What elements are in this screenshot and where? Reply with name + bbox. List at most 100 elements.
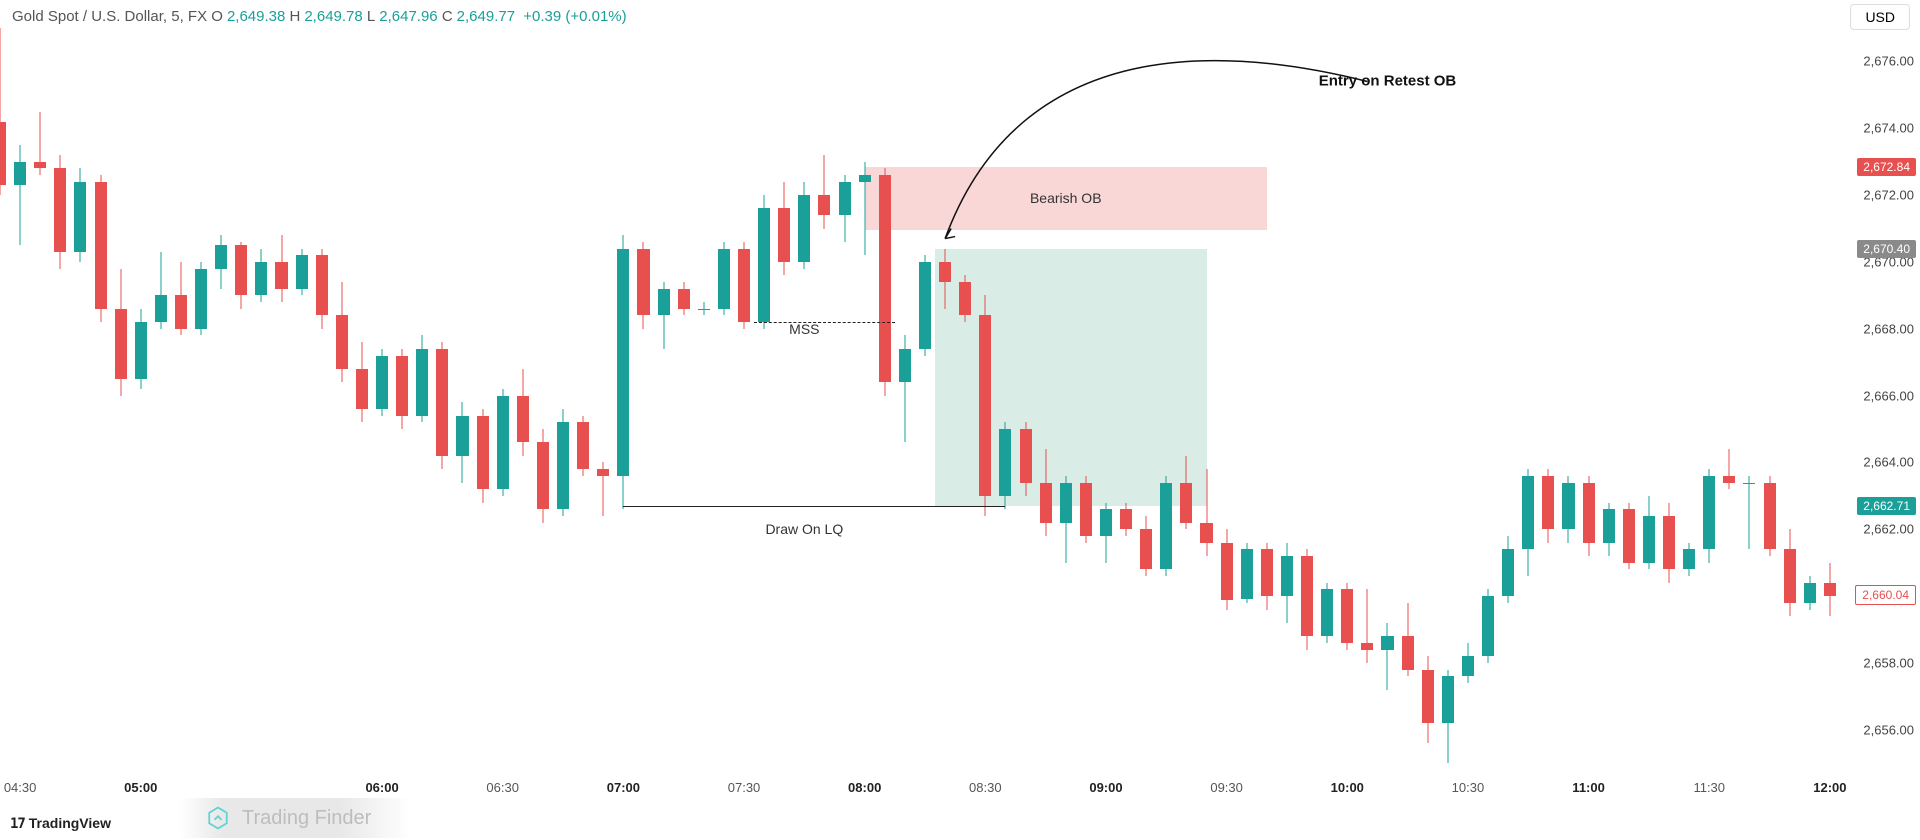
candlestick bbox=[879, 168, 891, 395]
y-tick: 2,656.00 bbox=[1863, 722, 1914, 737]
candlestick bbox=[1361, 589, 1373, 663]
currency-selector[interactable]: USD bbox=[1850, 4, 1910, 30]
candlestick bbox=[215, 235, 227, 288]
candlestick bbox=[1221, 529, 1233, 609]
x-tick: 06:30 bbox=[486, 780, 519, 795]
candlestick bbox=[1603, 503, 1615, 556]
candlestick bbox=[658, 282, 670, 349]
candlestick bbox=[959, 275, 971, 322]
candlestick bbox=[1643, 496, 1655, 570]
candlestick bbox=[115, 269, 127, 396]
candlestick bbox=[175, 262, 187, 336]
x-tick: 04:30 bbox=[4, 780, 37, 795]
ohlc-change: +0.39 (+0.01%) bbox=[523, 8, 626, 25]
y-tick: 2,668.00 bbox=[1863, 321, 1914, 336]
ohlc-h: 2,649.78 bbox=[304, 8, 362, 25]
candlestick bbox=[34, 112, 46, 176]
candlestick bbox=[1663, 503, 1675, 583]
candlestick bbox=[1583, 476, 1595, 556]
x-tick: 09:30 bbox=[1210, 780, 1243, 795]
ohlc-o: 2,649.38 bbox=[227, 8, 285, 25]
candlestick bbox=[557, 409, 569, 516]
y-tick: 2,664.00 bbox=[1863, 455, 1914, 470]
candlestick bbox=[698, 302, 710, 315]
candlestick bbox=[1341, 583, 1353, 650]
candlestick bbox=[376, 349, 388, 416]
ohlc-l-label: L bbox=[367, 8, 375, 25]
chart-zone bbox=[935, 249, 1206, 506]
candlestick bbox=[1703, 469, 1715, 563]
candlestick bbox=[155, 252, 167, 329]
y-tick: 2,658.00 bbox=[1863, 656, 1914, 671]
candlestick bbox=[135, 309, 147, 389]
candlestick bbox=[1100, 503, 1112, 563]
candlestick bbox=[678, 282, 690, 315]
candlestick bbox=[1502, 536, 1514, 603]
x-tick: 06:00 bbox=[365, 780, 398, 795]
ohlc-c-label: C bbox=[442, 8, 453, 25]
price-tag: 2,672.84 bbox=[1857, 158, 1916, 176]
candlestick bbox=[818, 155, 830, 229]
y-tick: 2,662.00 bbox=[1863, 522, 1914, 537]
x-tick: 10:00 bbox=[1331, 780, 1364, 795]
candlestick bbox=[74, 168, 86, 262]
candlestick bbox=[718, 242, 730, 316]
candlestick bbox=[899, 335, 911, 442]
y-tick: 2,666.00 bbox=[1863, 388, 1914, 403]
candlestick bbox=[517, 369, 529, 456]
candlestick bbox=[1562, 476, 1574, 543]
candlestick bbox=[275, 235, 287, 302]
ohlc-l: 2,647.96 bbox=[379, 8, 437, 25]
candlestick bbox=[1381, 623, 1393, 690]
candlestick bbox=[1301, 549, 1313, 649]
x-tick: 10:30 bbox=[1452, 780, 1485, 795]
ohlc-c: 2,649.77 bbox=[457, 8, 515, 25]
candlestick bbox=[14, 145, 26, 245]
candlestick bbox=[356, 342, 368, 422]
candlestick bbox=[396, 349, 408, 429]
candlestick bbox=[255, 249, 267, 302]
x-tick: 09:00 bbox=[1089, 780, 1122, 795]
tradingfinder-watermark: Trading Finder bbox=[180, 798, 411, 838]
candlestick bbox=[1764, 476, 1776, 556]
x-tick: 07:00 bbox=[607, 780, 640, 795]
candlestick bbox=[577, 416, 589, 476]
draw-lq-line bbox=[623, 506, 1005, 507]
tradingview-logo: 17 TradingView bbox=[10, 815, 111, 832]
candlestick bbox=[1200, 469, 1212, 556]
annotation-text: Bearish OB bbox=[1030, 190, 1102, 206]
candlestick bbox=[617, 235, 629, 509]
candlestick bbox=[316, 249, 328, 329]
tradingfinder-icon bbox=[204, 804, 232, 832]
candlestick bbox=[195, 262, 207, 336]
candlestick bbox=[436, 342, 448, 469]
ohlc-o-label: O bbox=[211, 8, 223, 25]
price-tag: 2,670.40 bbox=[1857, 240, 1916, 258]
candlestick bbox=[1402, 603, 1414, 677]
candlestick bbox=[1160, 476, 1172, 576]
candlestick bbox=[235, 242, 247, 309]
candlestick bbox=[1442, 670, 1454, 764]
candlestick bbox=[1020, 422, 1032, 496]
candlestick bbox=[1824, 563, 1836, 616]
candlestick bbox=[1623, 503, 1635, 570]
annotation-text: Entry on Retest OB bbox=[1319, 73, 1457, 90]
candlestick bbox=[296, 249, 308, 296]
candlestick bbox=[1261, 543, 1273, 610]
candlestick bbox=[738, 242, 750, 329]
x-tick: 11:30 bbox=[1693, 780, 1725, 795]
candlestick bbox=[1321, 583, 1333, 643]
candlestick bbox=[1784, 529, 1796, 616]
candlestick bbox=[597, 462, 609, 515]
candlestick bbox=[1462, 643, 1474, 683]
candlestick bbox=[1040, 449, 1052, 536]
x-tick: 07:30 bbox=[728, 780, 761, 795]
price-tag: 2,662.71 bbox=[1857, 497, 1916, 515]
candlestick bbox=[919, 255, 931, 355]
y-axis: 2,656.002,658.002,660.002,662.002,664.00… bbox=[1850, 28, 1920, 780]
candlestick bbox=[336, 282, 348, 382]
chart-area[interactable]: Bearish OBEntry on Retest OBMSSDraw On L… bbox=[0, 28, 1850, 780]
candlestick bbox=[1241, 543, 1253, 603]
candlestick bbox=[54, 155, 66, 269]
candlestick bbox=[999, 422, 1011, 509]
